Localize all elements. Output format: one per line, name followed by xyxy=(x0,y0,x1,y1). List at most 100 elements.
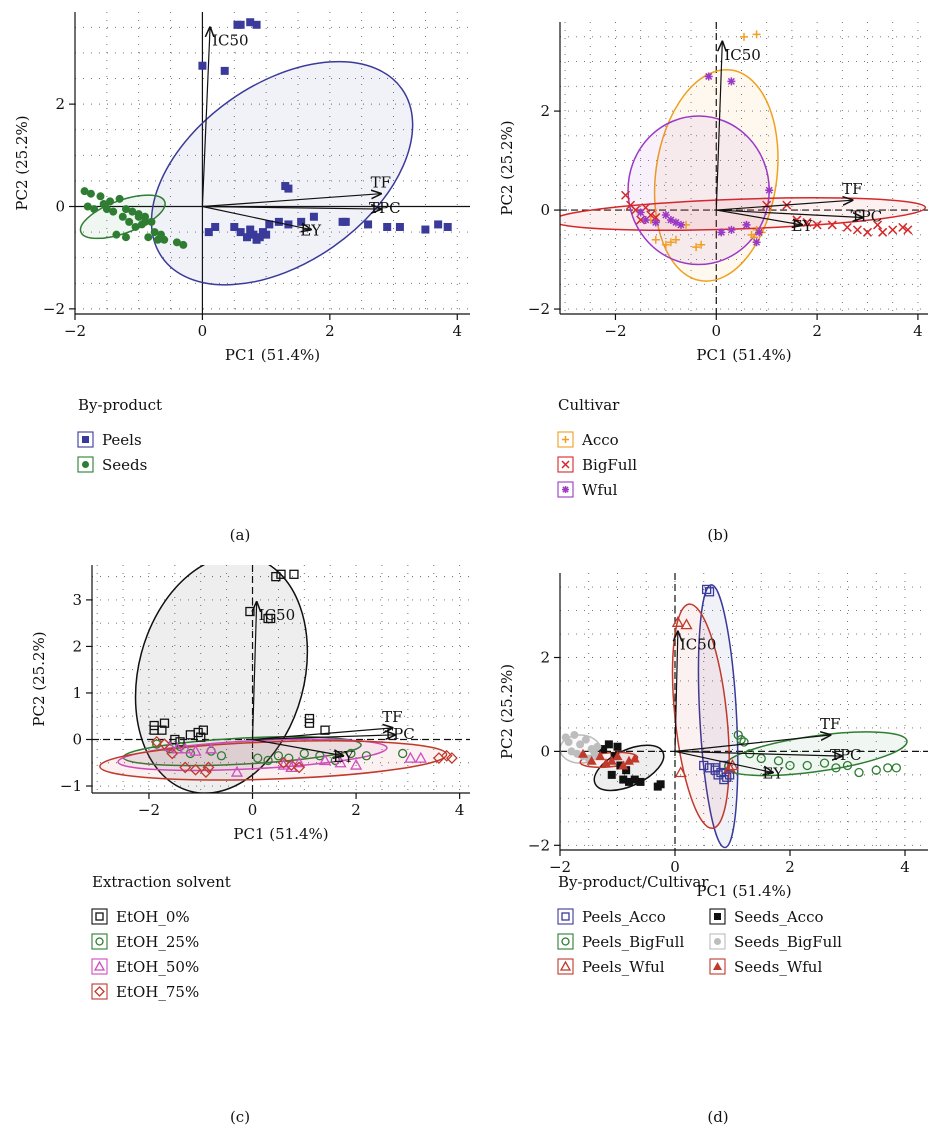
data-point xyxy=(131,222,140,231)
vector-label: EY xyxy=(333,748,355,766)
legend-marker xyxy=(82,436,89,443)
vector-label: TPC xyxy=(830,746,862,764)
data-point xyxy=(445,752,458,765)
data-point xyxy=(157,725,167,735)
legend-item: Seeds xyxy=(77,456,147,474)
data-point xyxy=(630,775,639,784)
series-etoh-75- xyxy=(150,735,458,778)
data-point xyxy=(755,228,764,237)
data-point xyxy=(273,751,284,761)
ellipses xyxy=(99,565,448,793)
vector-label: TF xyxy=(842,180,862,198)
vector-arrow xyxy=(201,27,210,207)
data-point xyxy=(606,755,617,765)
x-tick-label: 0 xyxy=(670,858,680,876)
data-point xyxy=(740,32,748,41)
data-point xyxy=(236,20,245,29)
series-peels xyxy=(198,18,452,244)
data-point xyxy=(752,30,761,39)
x-axis-label: PC1 (51.4%) xyxy=(233,825,328,843)
data-point xyxy=(115,194,124,203)
data-point xyxy=(341,217,350,226)
data-point xyxy=(211,222,220,231)
legend-marker xyxy=(713,962,722,970)
x-tick-label: 0 xyxy=(712,322,722,340)
data-point xyxy=(636,208,645,217)
data-point xyxy=(349,758,363,770)
data-point xyxy=(661,240,670,249)
legend-marker xyxy=(94,986,105,997)
y-tick-label: −2 xyxy=(528,300,550,318)
x-tick-label: 0 xyxy=(198,322,208,340)
data-point xyxy=(106,197,115,206)
data-point xyxy=(717,228,726,237)
vector-label: TF xyxy=(382,708,402,726)
legend-label: Peels xyxy=(102,431,142,449)
data-point xyxy=(395,222,404,231)
data-point xyxy=(576,740,585,749)
data-point xyxy=(149,720,159,731)
y-tick-label: 0 xyxy=(72,730,82,748)
legend-item: Seeds_BigFull xyxy=(709,933,842,951)
series-etoh-0- xyxy=(149,569,330,747)
y-axis-label: PC2 (25.2%) xyxy=(13,115,31,210)
data-point xyxy=(246,225,255,234)
vector-arrow xyxy=(252,735,395,740)
data-point xyxy=(727,225,736,234)
legend-label: EtOH_25% xyxy=(116,933,199,951)
data-point xyxy=(610,752,619,761)
data-point xyxy=(701,584,712,595)
panel-label: (a) xyxy=(230,526,251,544)
data-point xyxy=(243,233,252,242)
ellipses xyxy=(79,60,414,286)
legend-item: Peels_Wful xyxy=(557,958,665,976)
x-axis-label: PC1 (51.4%) xyxy=(696,882,791,900)
data-point xyxy=(595,751,606,761)
vector-label: IC50 xyxy=(259,606,296,624)
legend-item: Seeds_Wful xyxy=(709,958,822,976)
data-point xyxy=(666,215,675,224)
data-point xyxy=(199,766,212,778)
data-point xyxy=(236,228,245,237)
data-point xyxy=(265,220,274,229)
y-tick-label: −2 xyxy=(43,300,65,318)
data-point xyxy=(898,222,908,232)
data-point xyxy=(883,763,893,773)
data-point xyxy=(612,751,623,761)
data-point xyxy=(724,770,735,780)
legend-marker xyxy=(561,937,570,946)
data-point xyxy=(216,751,227,761)
data-point xyxy=(727,77,736,86)
legend-key-box xyxy=(557,933,574,950)
data-point xyxy=(903,225,913,235)
vector-arrow xyxy=(252,728,393,741)
data-point xyxy=(179,761,192,774)
data-point xyxy=(671,235,680,244)
data-point xyxy=(383,222,392,231)
x-tick-label: 4 xyxy=(452,322,462,340)
axes xyxy=(554,22,928,320)
data-point xyxy=(252,235,261,244)
data-point xyxy=(765,186,774,195)
legend-label: BigFull xyxy=(582,456,637,474)
data-point xyxy=(170,734,180,745)
vector-label: IC50 xyxy=(212,31,249,49)
data-point xyxy=(831,763,841,773)
data-point xyxy=(121,233,130,242)
data-point xyxy=(309,212,318,221)
data-point xyxy=(586,755,597,765)
vector-label: TPC xyxy=(851,207,883,225)
legend-marker xyxy=(82,461,89,468)
data-point xyxy=(175,737,185,747)
legend-label: Peels_Acco xyxy=(582,908,666,926)
data-point xyxy=(285,759,298,772)
legend-title: By-product/Cultivar xyxy=(558,873,709,891)
legend-title: By-product xyxy=(78,396,162,414)
data-point xyxy=(651,235,660,244)
panel-label: (d) xyxy=(707,1108,728,1126)
data-point xyxy=(722,772,732,782)
data-point xyxy=(854,767,864,778)
data-point xyxy=(564,738,573,747)
